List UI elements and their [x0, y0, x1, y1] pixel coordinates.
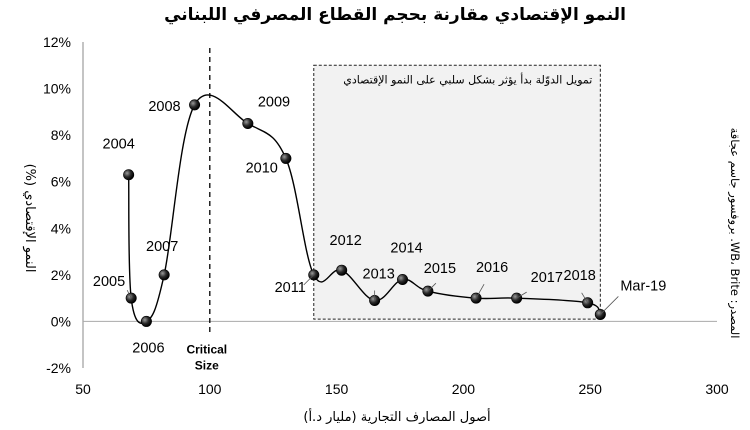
critical-size-label: Critical: [186, 342, 227, 356]
data-label-leader: [427, 282, 437, 292]
tick-labels: -2% 0% 2% 4% 6% 8% 10% 12% 50 100 150 200 250 300: [43, 34, 729, 397]
y-tick-label: 0%: [51, 313, 71, 329]
data-point: [242, 118, 254, 130]
data-label: 2005: [93, 274, 125, 290]
data-label: 2012: [330, 233, 362, 249]
annotation-text: تمويل الدوّلة بدأ يؤثر بشكل سلبي على الن…: [343, 72, 592, 86]
annotation-box: [313, 64, 601, 320]
critical-size-marker: Critical Size: [186, 48, 227, 372]
data-label: 2013: [363, 266, 395, 282]
data-point: [280, 152, 292, 164]
data-label: 2010: [246, 160, 278, 176]
data-point: [140, 315, 152, 327]
axes: [82, 42, 717, 368]
data-label: 2004: [103, 137, 135, 153]
data-label: 2006: [132, 340, 164, 356]
data-label-leader: [516, 291, 527, 299]
data-point: [397, 274, 409, 286]
data-label: 2007: [146, 239, 178, 255]
y-tick-label: -2%: [46, 360, 71, 376]
data-label: 2015: [424, 261, 456, 277]
data-label-leader: [600, 296, 619, 315]
x-tick-label: 150: [325, 381, 349, 397]
critical-size-label: Size: [195, 358, 219, 372]
data-point: [189, 99, 201, 111]
y-axis-label: النمو الإقتصادي (%): [22, 164, 37, 273]
data-label: 2008: [148, 99, 180, 115]
data-label: 2009: [258, 95, 290, 111]
data-label-leader: [475, 283, 485, 299]
data-label: 2011: [275, 280, 306, 296]
series-line: [127, 94, 601, 324]
data-label: 2018: [564, 268, 596, 284]
data-label: 2014: [390, 241, 422, 257]
annotation-layer: تمويل الدوّلة بدأ يؤثر بشكل سلبي على الن…: [313, 64, 601, 320]
y-tick-label: 6%: [51, 174, 71, 190]
x-tick-label: 100: [198, 381, 222, 397]
data-label: 2017: [531, 270, 563, 286]
y-tick-label: 10%: [43, 81, 71, 97]
x-tick-label: 50: [75, 381, 91, 397]
data-point: [158, 269, 170, 281]
data-label-leader: [126, 289, 132, 299]
chart-title: النمو الإقتصادي مقارنة بحجم القطاع المصر…: [164, 5, 626, 25]
y-tick-label: 4%: [51, 220, 71, 236]
data-label: 2016: [476, 260, 508, 276]
source-note: المصدر: WB، Brite. بروفسور جاسم عجاقة: [727, 128, 742, 339]
x-axis-label: أصول المصارف التجارية (مليار د.أ): [303, 408, 490, 425]
data-label-leader: [303, 274, 315, 286]
data-labels: 2004 2005 2006 2007 2008 2009 2010 2011 2012 2013…: [93, 95, 666, 357]
data-point: [123, 169, 135, 181]
x-tick-label: 200: [452, 381, 476, 397]
x-tick-label: 300: [705, 381, 729, 397]
y-tick-label: 12%: [43, 34, 71, 50]
y-tick-label: 2%: [51, 267, 71, 283]
x-tick-label: 250: [579, 381, 603, 397]
data-point: [336, 264, 348, 276]
data-label-leader: [581, 292, 589, 304]
y-tick-label: 8%: [51, 127, 71, 143]
data-points: [123, 99, 606, 327]
data-label: Mar-19: [620, 278, 666, 294]
